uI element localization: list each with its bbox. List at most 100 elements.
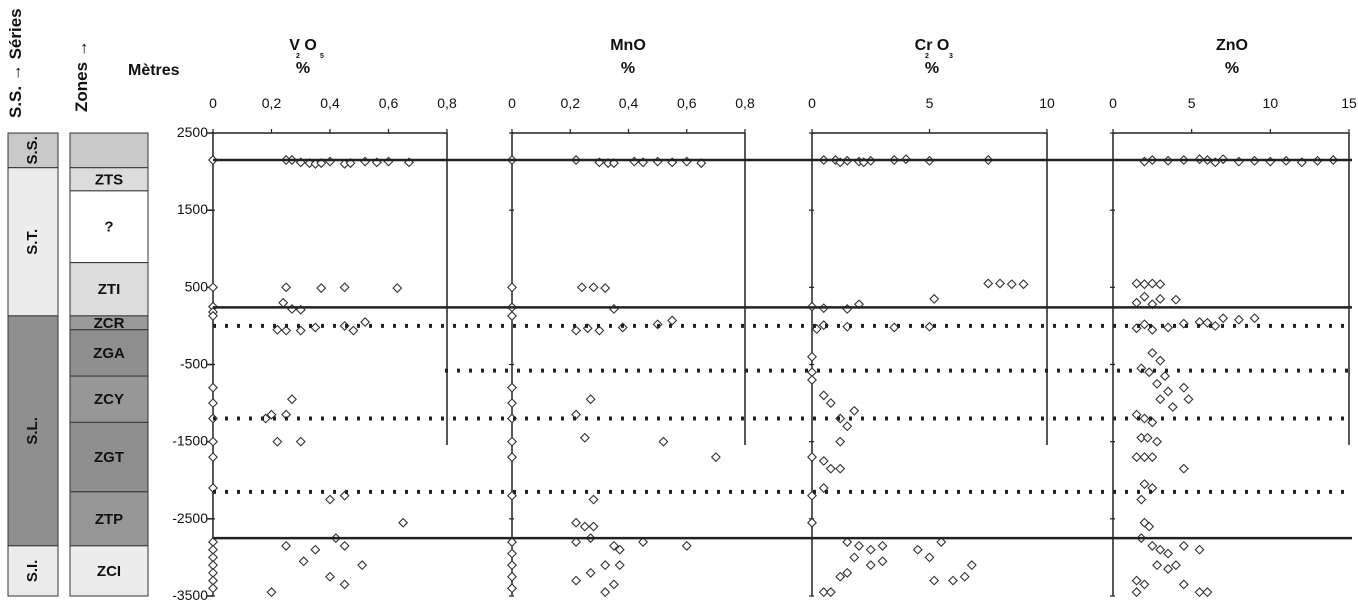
data-point xyxy=(360,317,371,328)
data-point xyxy=(310,544,321,555)
x-tick-label: 0,2 xyxy=(262,95,282,111)
x-tick-label: 0,6 xyxy=(677,95,697,111)
data-point xyxy=(1142,432,1153,443)
x-tick-label: 15 xyxy=(1341,95,1357,111)
zone-block xyxy=(69,375,149,423)
panel-unit: % xyxy=(296,60,310,77)
data-point xyxy=(936,537,947,547)
y-tick-label: 500 xyxy=(185,278,209,294)
data-point xyxy=(507,382,517,393)
data-point xyxy=(1210,320,1221,331)
data-point xyxy=(1147,452,1158,463)
x-tick-label: 10 xyxy=(1263,95,1279,111)
data-point xyxy=(1265,156,1276,167)
y-tick-label: 2500 xyxy=(177,124,208,140)
y-tick-label: -3500 xyxy=(172,587,208,603)
data-point xyxy=(588,521,599,532)
series-block xyxy=(7,132,59,169)
data-point xyxy=(208,436,218,447)
data-point xyxy=(835,571,846,582)
data-point xyxy=(614,560,625,571)
zone-block xyxy=(69,545,149,597)
data-point xyxy=(1167,401,1178,412)
data-point xyxy=(1147,417,1158,428)
panel-title: MnO xyxy=(610,37,646,54)
data-point xyxy=(1139,279,1150,290)
data-point xyxy=(1178,463,1189,474)
panel-title-subscript: 2 xyxy=(296,53,300,60)
data-point xyxy=(588,282,599,293)
data-point xyxy=(842,303,853,314)
data-point xyxy=(208,310,218,321)
data-point xyxy=(1194,587,1205,598)
data-point xyxy=(608,303,619,314)
data-point xyxy=(912,544,923,555)
x-tick-label: 0,8 xyxy=(437,95,457,111)
data-point xyxy=(818,587,829,598)
data-point xyxy=(1233,156,1244,167)
data-point xyxy=(339,540,350,551)
data-point xyxy=(1155,293,1166,304)
data-point xyxy=(1159,371,1170,382)
data-point xyxy=(208,382,218,393)
data-point xyxy=(983,278,994,289)
data-point xyxy=(1202,587,1213,598)
data-point xyxy=(208,282,218,293)
zone-label: ZGA xyxy=(93,345,125,362)
data-point xyxy=(1163,564,1174,574)
data-point xyxy=(208,398,218,409)
data-point xyxy=(842,537,853,547)
data-point xyxy=(310,322,321,333)
zone-label: ? xyxy=(104,219,113,236)
data-point xyxy=(1131,587,1142,598)
data-point xyxy=(325,494,335,505)
data-point xyxy=(608,540,619,551)
data-point xyxy=(652,156,663,167)
data-point xyxy=(357,560,368,571)
x-tick-label: 0,8 xyxy=(735,95,755,111)
data-point xyxy=(924,321,935,332)
data-point xyxy=(1163,386,1174,397)
data-point xyxy=(1006,279,1017,290)
zone-label: ZCI xyxy=(97,563,121,580)
data-point xyxy=(281,325,292,336)
data-point xyxy=(383,156,394,167)
panel-unit: % xyxy=(621,60,635,77)
data-point xyxy=(1139,156,1150,167)
data-point xyxy=(924,552,935,563)
data-point xyxy=(877,540,888,551)
data-point xyxy=(278,297,289,308)
data-point xyxy=(835,436,846,447)
data-point xyxy=(360,156,371,167)
x-tick-label: 0 xyxy=(508,95,516,111)
data-point xyxy=(818,390,829,401)
data-point xyxy=(1233,314,1244,325)
data-point xyxy=(959,571,970,582)
zone-label: ZTS xyxy=(95,171,123,188)
data-point xyxy=(281,540,292,551)
data-point xyxy=(1170,560,1181,571)
data-point xyxy=(807,374,817,385)
data-point xyxy=(1178,540,1189,551)
data-point xyxy=(929,293,940,304)
data-point xyxy=(208,452,218,463)
zone-label: ZGT xyxy=(94,449,124,466)
data-point xyxy=(507,560,517,571)
data-point xyxy=(1139,413,1150,424)
series-block xyxy=(7,545,59,597)
data-point xyxy=(325,156,335,167)
data-point xyxy=(507,310,517,321)
data-point xyxy=(825,587,836,598)
panel-title-subscript: 5 xyxy=(320,53,324,60)
y-tick-label: -1500 xyxy=(172,433,208,449)
data-point xyxy=(608,579,619,590)
data-point xyxy=(1152,560,1163,571)
data-point xyxy=(1155,279,1166,290)
data-point xyxy=(1139,579,1150,590)
data-point xyxy=(1139,291,1150,302)
data-point xyxy=(818,455,829,466)
panel-title: ZnO xyxy=(1216,37,1248,54)
data-point xyxy=(865,560,876,571)
y-tick-label: 1500 xyxy=(177,201,208,217)
